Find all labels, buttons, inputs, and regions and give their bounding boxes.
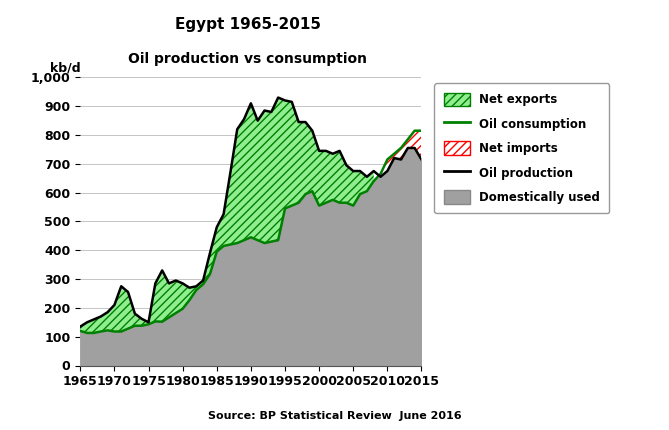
Text: Egypt 1965-2015: Egypt 1965-2015 [175, 17, 320, 32]
Text: Source: BP Statistical Review  June 2016: Source: BP Statistical Review June 2016 [207, 412, 462, 421]
Text: kb/d: kb/d [50, 61, 80, 74]
Legend: Net exports, Oil consumption, Net imports, Oil production, Domestically used: Net exports, Oil consumption, Net import… [434, 83, 609, 213]
Text: Oil production vs consumption: Oil production vs consumption [128, 52, 367, 66]
